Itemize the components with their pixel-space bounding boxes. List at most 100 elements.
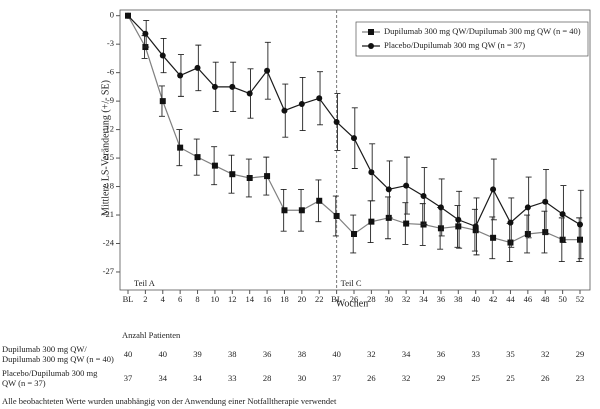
legend-label: Placebo/Dupilumab 300 mg QW (n = 37) xyxy=(384,40,525,50)
marker xyxy=(316,95,323,102)
marker xyxy=(577,236,583,243)
x-tick-label: 46 xyxy=(524,294,533,304)
y-tick-label: -15 xyxy=(103,152,114,162)
x-tick-label: 4 xyxy=(161,294,166,304)
x-tick-label: 20 xyxy=(298,294,307,304)
x-tick-label: 52 xyxy=(576,294,585,304)
row-value: 26 xyxy=(367,373,376,383)
x-tick-label: 12 xyxy=(228,294,237,304)
marker xyxy=(281,107,288,114)
marker xyxy=(490,234,497,241)
row-label: Dupilumab 300 mg QW/ xyxy=(2,344,87,354)
x-tick-label: 30 xyxy=(385,294,394,304)
x-tick-label: 42 xyxy=(489,294,498,304)
marker xyxy=(351,135,357,142)
marker xyxy=(177,72,184,79)
marker xyxy=(194,154,201,161)
row-value: 33 xyxy=(471,349,480,359)
x-tick-label: BL xyxy=(123,294,134,304)
x-tick-label: 26 xyxy=(350,294,359,304)
marker xyxy=(333,212,340,219)
row-value: 38 xyxy=(228,349,237,359)
marker xyxy=(542,198,549,205)
marker xyxy=(159,52,166,59)
y-tick-label: -12 xyxy=(103,124,114,134)
x-tick-label: 44 xyxy=(506,294,515,304)
x-tick-label: 48 xyxy=(541,294,550,304)
x-tick-label: 2 xyxy=(143,294,147,304)
marker xyxy=(524,204,531,211)
row-value: 28 xyxy=(263,373,272,383)
row-value: 40 xyxy=(124,349,133,359)
marker xyxy=(316,197,323,204)
y-tick-label: 0 xyxy=(110,10,114,20)
row-value: 29 xyxy=(576,349,585,359)
row-value: 23 xyxy=(576,373,585,383)
marker xyxy=(559,211,566,218)
marker xyxy=(281,207,288,214)
y-tick-label: -3 xyxy=(107,38,114,48)
marker xyxy=(264,173,271,180)
marker xyxy=(177,144,184,151)
x-tick-label: 38 xyxy=(454,294,463,304)
x-axis-label: Wochen xyxy=(336,298,369,309)
marker xyxy=(246,90,253,97)
marker xyxy=(368,169,375,176)
marker xyxy=(298,100,305,107)
marker xyxy=(403,220,410,227)
row-value: 25 xyxy=(471,373,480,383)
marker xyxy=(420,193,427,200)
marker xyxy=(577,221,583,228)
x-tick-label: 22 xyxy=(315,294,324,304)
legend-marker xyxy=(368,29,374,35)
legend-box xyxy=(355,21,589,57)
row-value: 39 xyxy=(193,349,202,359)
row-value: 34 xyxy=(159,373,168,383)
row-value: 38 xyxy=(298,349,307,359)
legend-marker xyxy=(368,43,374,49)
x-tick-label: 10 xyxy=(211,294,220,304)
y-tick-label: -24 xyxy=(103,237,115,247)
marker xyxy=(507,239,514,246)
x-tick-label: 18 xyxy=(280,294,289,304)
marker xyxy=(298,207,305,214)
plot-frame xyxy=(119,9,591,291)
marker xyxy=(559,236,566,243)
row-value: 32 xyxy=(367,349,376,359)
y-tick-label: -18 xyxy=(103,180,114,190)
marker xyxy=(507,219,514,226)
x-tick-label: 34 xyxy=(419,294,428,304)
row-value: 40 xyxy=(332,349,341,359)
marker xyxy=(368,218,375,225)
marker xyxy=(333,119,340,125)
marker xyxy=(490,186,497,193)
marker xyxy=(455,216,462,223)
marker xyxy=(437,225,444,232)
y-tick-label: -27 xyxy=(103,266,114,276)
x-tick-label: 16 xyxy=(263,294,272,304)
marker xyxy=(125,12,131,19)
x-tick-label: 8 xyxy=(195,294,199,304)
y-axis-label: Mittlere LS-Veränderung (+/- SE) xyxy=(100,80,111,216)
y-tick-label: -6 xyxy=(107,67,114,77)
marker xyxy=(351,231,357,237)
row-value: 37 xyxy=(332,373,341,383)
row-value: 34 xyxy=(193,373,202,383)
marker xyxy=(229,171,236,178)
row-value: 30 xyxy=(298,373,307,383)
x-tick-label: 32 xyxy=(402,294,411,304)
row-value: 32 xyxy=(541,349,550,359)
y-tick-label: -21 xyxy=(103,209,114,219)
annotation: Teil C xyxy=(341,278,362,288)
row-value: 36 xyxy=(263,349,272,359)
x-tick-label: 50 xyxy=(558,294,567,304)
marker xyxy=(472,223,479,230)
row-label: Placebo/Dupilumab 300 mg xyxy=(2,368,98,378)
marker xyxy=(194,64,201,71)
y-tick-label: -9 xyxy=(107,95,114,105)
row-value: 26 xyxy=(541,373,550,383)
marker xyxy=(229,83,236,90)
x-tick-label: 14 xyxy=(245,294,254,304)
marker xyxy=(159,98,166,105)
